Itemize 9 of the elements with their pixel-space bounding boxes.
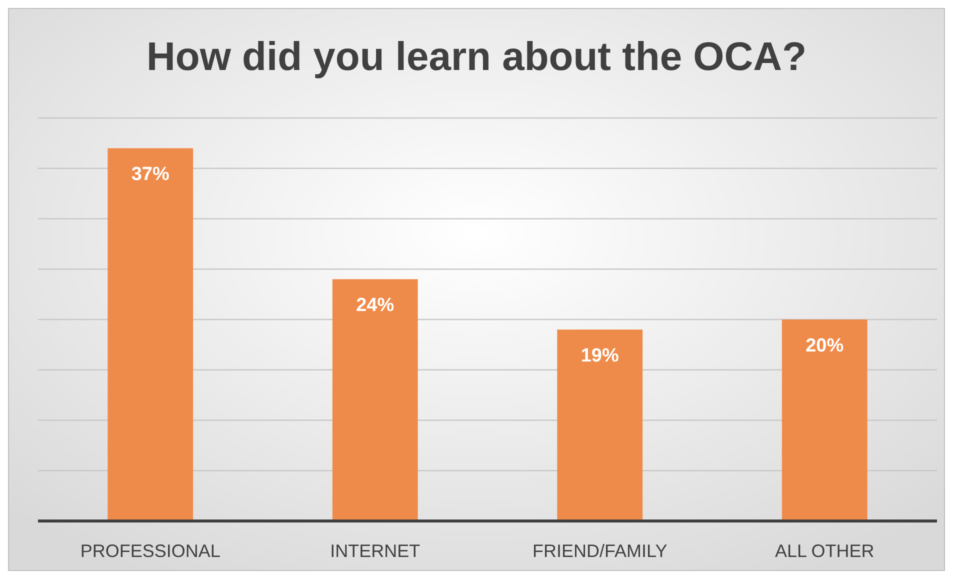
chart-title: How did you learn about the OCA?	[146, 35, 806, 79]
x-tick-label: FRIEND/FAMILY	[532, 541, 668, 561]
data-label: 24%	[356, 295, 394, 316]
x-tick-label: PROFESSIONAL	[80, 541, 220, 561]
x-tick-label: INTERNET	[330, 541, 420, 561]
data-label: 19%	[580, 346, 619, 367]
data-label: 20%	[806, 336, 844, 356]
x-tick-label: ALL OTHER	[774, 541, 874, 561]
data-label: 37%	[131, 164, 170, 186]
